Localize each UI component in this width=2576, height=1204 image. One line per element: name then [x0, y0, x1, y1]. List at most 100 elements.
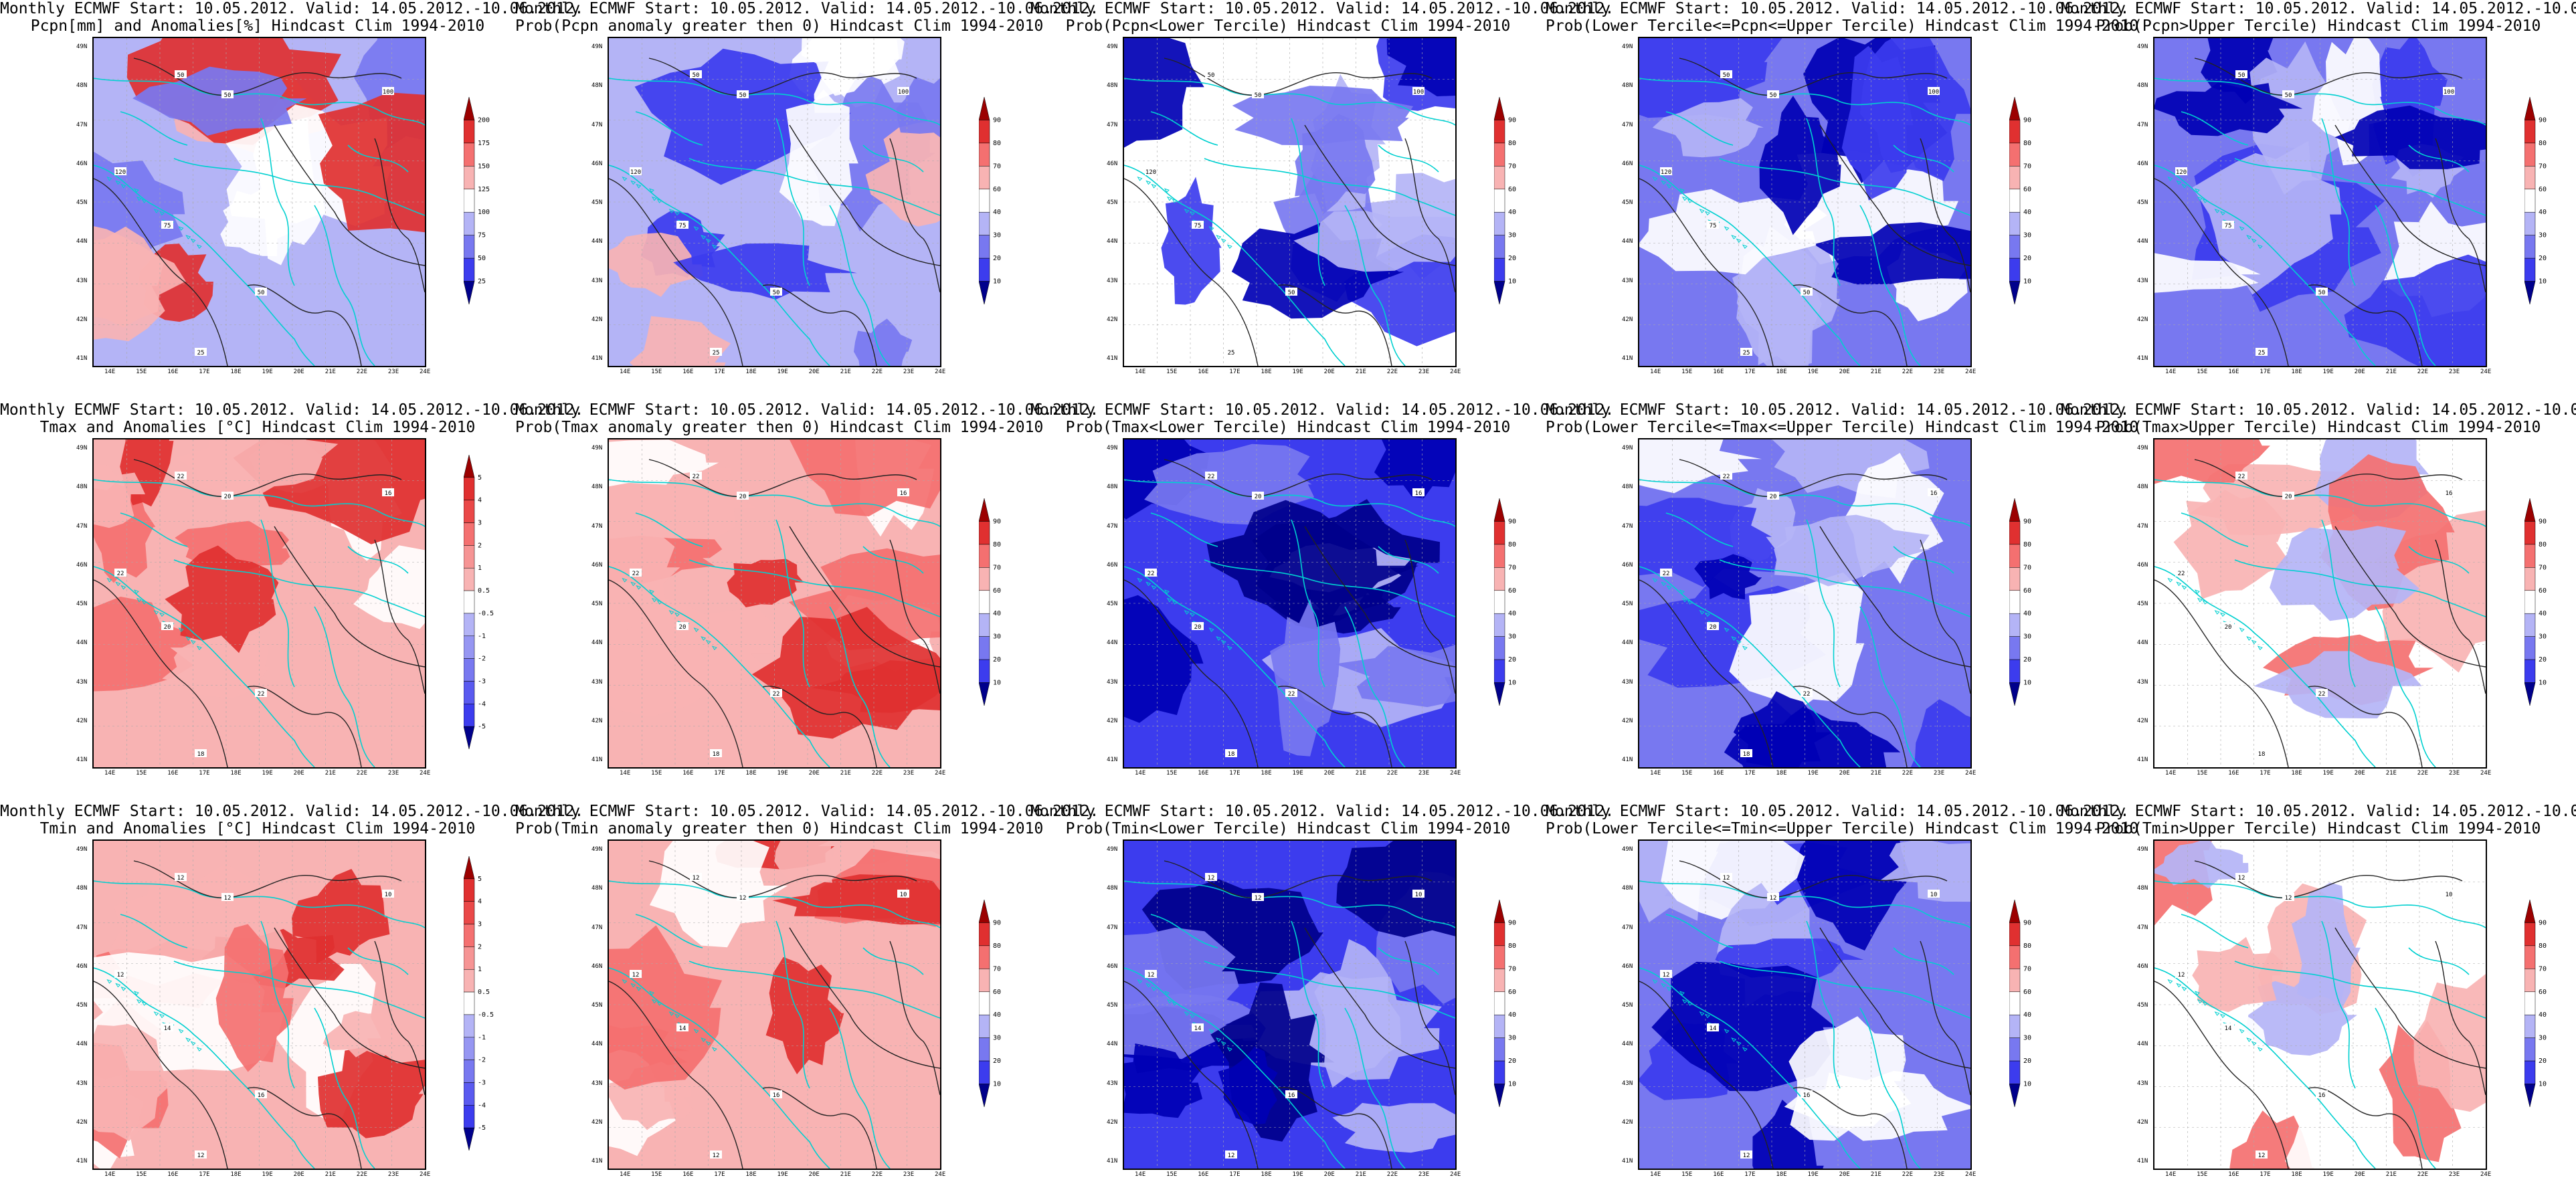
latitude-tick-label: 49N [1622, 445, 1633, 452]
coastline-border [1639, 479, 1970, 527]
colorbar-segment [1493, 211, 1505, 235]
coastline-border [1806, 118, 1841, 286]
svg-text:100: 100 [898, 89, 909, 96]
contour-label: 120 [630, 167, 642, 176]
island-outline [141, 199, 147, 203]
latitude-tick-label: 42N [591, 316, 603, 323]
latitude-tick-label: 43N [2137, 1080, 2148, 1087]
island-outline [1208, 1029, 1214, 1033]
latitude-tick-label: 43N [1622, 277, 1633, 284]
colorbar-segment [978, 991, 990, 1015]
latitude-tick-label: 42N [591, 717, 603, 724]
climatology-contour [133, 459, 402, 497]
longitude-tick-label: 21E [1355, 770, 1366, 777]
island-outline [705, 1041, 711, 1046]
island-outline [1208, 627, 1214, 632]
colorbar-tick-label: -3 [478, 678, 486, 685]
svg-text:16: 16 [258, 1092, 265, 1099]
climatology-contour [1679, 459, 1948, 497]
colorbar-segment [463, 1105, 475, 1128]
shaded-region [609, 439, 719, 487]
longitude-tick-label: 18E [745, 369, 757, 375]
colorbar-tick-label: 20 [993, 656, 1001, 664]
colorbar-tick-label: 80 [2539, 541, 2547, 548]
climatology-contour [1277, 284, 1392, 366]
colorbar-segment [1493, 1037, 1505, 1062]
colorbar-tick-label: 80 [993, 140, 1001, 147]
climatology-contour [889, 940, 940, 1096]
climatology-contour [1304, 124, 1455, 266]
climatology-contour [762, 1087, 877, 1169]
contour-label: 12 [1660, 970, 1672, 979]
colorbar-tick-label: 20 [993, 1058, 1001, 1065]
longitude-tick-label: 17E [2260, 1171, 2271, 1178]
contour-label: 22 [2175, 569, 2187, 577]
longitude-tick-label: 14E [620, 369, 631, 375]
longitude-tick-label: 21E [840, 770, 851, 777]
shaded-region [1788, 1016, 1912, 1141]
climatology-contour [1164, 459, 1433, 497]
island-outline [1220, 1041, 1226, 1046]
island-outline [1166, 999, 1172, 1004]
coastline-border [829, 1007, 891, 1169]
climatology-contour [374, 940, 425, 1096]
colorbar-segment [1493, 544, 1505, 568]
coastline-border [1204, 158, 1455, 216]
climatology-contour [2308, 686, 2423, 767]
island-outline [648, 991, 654, 996]
colorbar-segment [1493, 567, 1505, 591]
coastline-border [1344, 606, 1406, 767]
latitude-tick-label: 47N [2137, 121, 2148, 128]
latitude-tick-label: 44N [591, 238, 603, 245]
shaded-region [2192, 140, 2342, 295]
contour-label: 75 [161, 221, 173, 229]
colorbar-tick-label: 80 [2539, 942, 2547, 950]
coastline-border [1639, 78, 1970, 126]
contour-label: 20 [676, 622, 688, 631]
colorbar-legend: 90 80 70 60 40 30 20 10 [2009, 492, 2056, 712]
colorbar-tick-label: 10 [993, 278, 1001, 286]
longitude-tick-label: 19E [1807, 770, 1819, 777]
coastline-border [1204, 961, 1455, 1019]
colorbar-segment [2524, 1084, 2536, 1108]
panel-title-line2: Prob(Lower Tercile<=Tmax<=Upper Tercile)… [1546, 419, 2139, 436]
latitude-tick-label: 49N [591, 445, 603, 452]
island-outline [153, 1011, 159, 1016]
latitude-tick-label: 48N [591, 82, 603, 90]
climatology-contour [2435, 940, 2486, 1096]
colorbar-tick-label: 10 [993, 1081, 1001, 1088]
colorbar-tick-label: 80 [993, 541, 1001, 548]
longitude-tick-label: 17E [2260, 369, 2271, 375]
svg-text:18: 18 [197, 751, 205, 758]
colorbar-legend: 90 80 70 60 40 30 20 10 [978, 893, 1026, 1114]
latitude-tick-label: 49N [1622, 846, 1633, 853]
colorbar-tick-label: 70 [2023, 965, 2031, 973]
climatology-contour [1792, 1087, 1908, 1169]
colorbar-segment [978, 258, 990, 282]
longitude-tick-label: 15E [1681, 369, 1693, 375]
svg-text:75: 75 [164, 223, 171, 229]
climatology-contour [1679, 860, 1948, 898]
coastline-border [1291, 519, 1325, 688]
contour-label: 10 [2443, 890, 2455, 898]
latitude-tick-label: 45N [1622, 199, 1633, 206]
panel-title: Monthly ECMWF Start: 10.05.2012. Valid: … [2061, 0, 2576, 35]
longitude-tick-label: 14E [2165, 770, 2177, 777]
island-outline [701, 636, 707, 641]
svg-text:12: 12 [632, 972, 640, 979]
panel-title: Monthly ECMWF Start: 10.05.2012. Valid: … [0, 803, 583, 837]
island-outline [1145, 180, 1152, 185]
latitude-tick-label: 46N [591, 963, 603, 970]
panel-title-line1: Monthly ECMWF Start: 10.05.2012. Valid: … [515, 401, 1099, 419]
shaded-region [292, 869, 390, 964]
climatology-contour [274, 927, 425, 1069]
colorbar-segment [2524, 258, 2536, 282]
coastline-border [1378, 144, 1439, 173]
colorbar-segment [2009, 969, 2021, 993]
island-outline [2194, 991, 2200, 996]
climatology-contour [2194, 459, 2463, 497]
colorbar-segment [463, 1127, 475, 1151]
island-outline [2167, 979, 2173, 984]
coastline-border [173, 158, 425, 216]
latitude-tick-label: 47N [2137, 924, 2148, 931]
